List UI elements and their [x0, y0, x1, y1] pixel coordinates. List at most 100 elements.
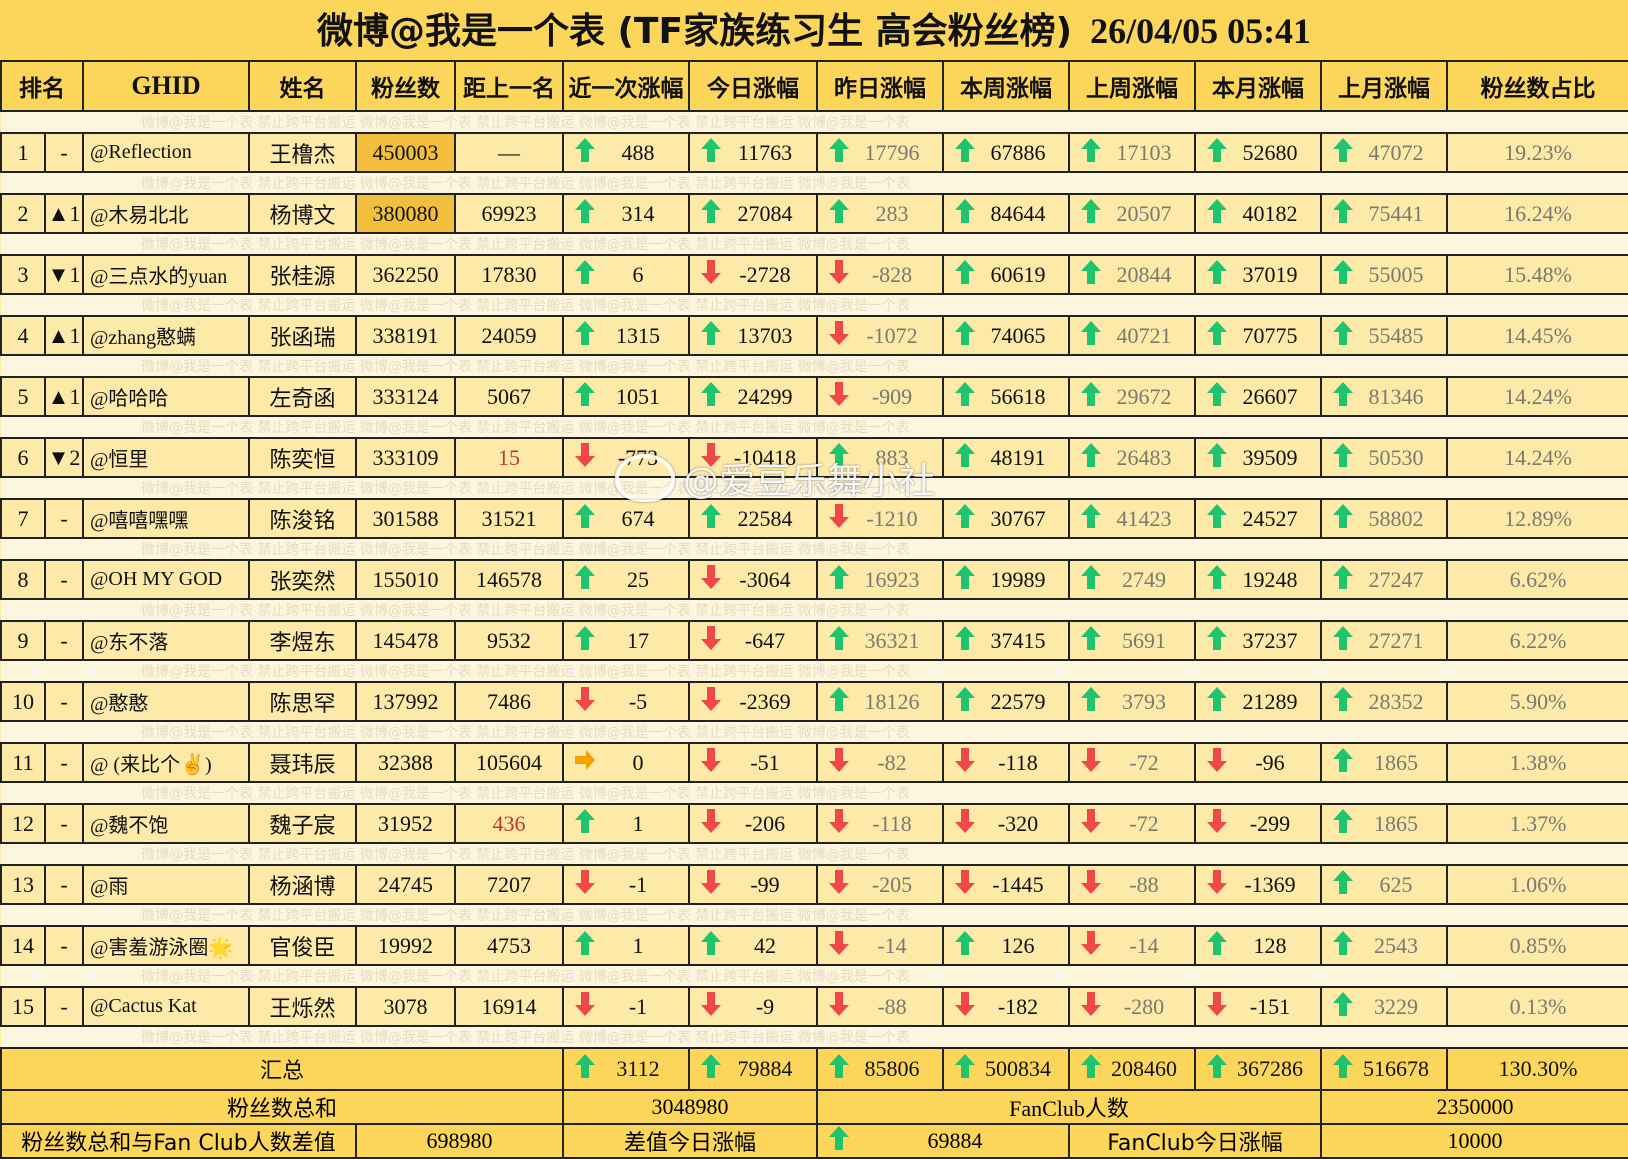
share-cell: 19.23%	[1446, 132, 1628, 173]
last-month-cell: 1865	[1320, 742, 1448, 783]
arrow-down-icon	[1080, 808, 1102, 840]
yesterday-cell: -88	[816, 986, 944, 1027]
arrow-up-icon	[1332, 930, 1354, 962]
table-row: 8 - @OH MY GOD 张奕然 155010 146578 25 -3064 1…	[0, 559, 1628, 600]
arrow-up-icon	[828, 1053, 850, 1085]
today-cell: -2369	[688, 681, 818, 722]
this-week-cell: 84644	[942, 193, 1070, 234]
watermark-strip: 微博@我是一个表 禁止跨平台搬运 微博@我是一个表 禁止跨平台搬运 微博@我是一…	[1, 477, 1628, 499]
rank-cell: 8	[0, 559, 46, 600]
arrow-up-icon	[1332, 259, 1354, 291]
today-cell: -206	[688, 803, 818, 844]
rank-cell: 4	[0, 315, 46, 356]
arrow-down-icon	[828, 991, 850, 1023]
this-month-cell: 40182	[1194, 193, 1322, 234]
arrow-up-icon	[828, 198, 850, 230]
gap-cell: 7486	[454, 681, 564, 722]
this-month-cell: 24527	[1194, 498, 1322, 539]
today-cell: -3064	[688, 559, 818, 600]
arrow-down-icon	[700, 991, 722, 1023]
watermark-text: 微博@我是一个表 禁止跨平台搬运 微博@我是一个表 禁止跨平台搬运 微博@我是一…	[1, 965, 1628, 987]
share-cell: 16.24%	[1446, 193, 1628, 234]
share-cell: 0.85%	[1446, 925, 1628, 966]
name-cell: 陈浚铭	[248, 498, 357, 539]
name-cell: 魏子宸	[248, 803, 357, 844]
header-ghid: GHID	[82, 60, 250, 112]
ghid-cell: @魏不饱	[82, 803, 250, 844]
arrow-down-icon	[954, 869, 976, 901]
today-cell: 42	[688, 925, 818, 966]
recent-cell: 1051	[562, 376, 690, 417]
arrow-up-icon	[1206, 320, 1228, 352]
recent-cell: -1	[562, 864, 690, 905]
yesterday-cell: -118	[816, 803, 944, 844]
arrow-up-icon	[574, 137, 596, 169]
arrow-up-icon	[1332, 198, 1354, 230]
today-cell: -51	[688, 742, 818, 783]
arrow-down-icon	[700, 625, 722, 657]
watermark-text: 微博@我是一个表 禁止跨平台搬运 微博@我是一个表 禁止跨平台搬运 微博@我是一…	[1, 538, 1628, 560]
gap-cell: 15	[454, 437, 564, 478]
this-month-cell: 37237	[1194, 620, 1322, 661]
arrow-up-icon	[700, 930, 722, 962]
name-cell: 王橹杰	[248, 132, 357, 173]
share-cell: 5.90%	[1446, 681, 1628, 722]
arrow-up-icon	[954, 381, 976, 413]
last-month-cell: 2543	[1320, 925, 1448, 966]
table-row: 6 ▼2 @恒里 陈奕恒 333109 15 -773 -10418 883 48191…	[0, 437, 1628, 478]
watermark-text: 微博@我是一个表 禁止跨平台搬运 微博@我是一个表 禁止跨平台搬运 微博@我是一…	[1, 1026, 1628, 1048]
recent-cell: 314	[562, 193, 690, 234]
table-row: 15 - @Cactus Kat 王烁然 3078 16914 -1 -9 -88 -1…	[0, 986, 1628, 1027]
ghid-cell: @OH MY GOD	[82, 559, 250, 600]
arrow-up-icon	[700, 198, 722, 230]
last-month-cell: 1865	[1320, 803, 1448, 844]
gap-cell: —	[454, 132, 564, 173]
arrow-down-icon	[828, 259, 850, 291]
share-cell: 12.89%	[1446, 498, 1628, 539]
arrow-down-icon	[828, 869, 850, 901]
rank-trend-none: -	[44, 864, 84, 905]
watermark-strip: 微博@我是一个表 禁止跨平台搬运 微博@我是一个表 禁止跨平台搬运 微博@我是一…	[1, 355, 1628, 377]
arrow-up-icon	[1332, 564, 1354, 596]
watermark-strip: 微博@我是一个表 禁止跨平台搬运 微博@我是一个表 禁止跨平台搬运 微博@我是一…	[1, 538, 1628, 560]
arrow-down-icon	[1206, 991, 1228, 1023]
arrow-up-icon	[700, 1053, 722, 1085]
table-row: 2 ▲1 @木易北北 杨博文 380080 69923 314 27084 283 84…	[0, 193, 1628, 234]
name-cell: 左奇函	[248, 376, 357, 417]
header-last-month: 上月涨幅	[1320, 60, 1448, 112]
arrow-up-icon	[1080, 564, 1102, 596]
this-month-cell: 19248	[1194, 559, 1322, 600]
arrow-up-icon	[1332, 442, 1354, 474]
arrow-up-icon	[1080, 198, 1102, 230]
rank-cell: 6	[0, 437, 46, 478]
last-week-cell: 2749	[1068, 559, 1196, 600]
this-week-cell: 19989	[942, 559, 1070, 600]
diff-today-value: 69884	[816, 1123, 1070, 1159]
fans-cell: 24745	[355, 864, 456, 905]
fans-cell: 155010	[355, 559, 456, 600]
header-rank: 排名	[0, 60, 84, 112]
last-week-cell: 20507	[1068, 193, 1196, 234]
last-month-cell: 55005	[1320, 254, 1448, 295]
this-week-cell: 56618	[942, 376, 1070, 417]
arrow-up-icon	[1080, 625, 1102, 657]
last-week-cell: -72	[1068, 742, 1196, 783]
table-row: 1 - @Reflection 王橹杰 450003 —488 11763 1779…	[0, 132, 1628, 173]
rank-cell: 1	[0, 132, 46, 173]
rank-trend-none: -	[44, 498, 84, 539]
gap-cell: 69923	[454, 193, 564, 234]
rank-trend-up: ▲1	[44, 376, 84, 417]
today-cell: 27084	[688, 193, 818, 234]
this-month-cell: -1369	[1194, 864, 1322, 905]
yesterday-cell: -82	[816, 742, 944, 783]
last-month-cell: 75441	[1320, 193, 1448, 234]
ghid-cell: @Cactus Kat	[82, 986, 250, 1027]
share-cell: 1.06%	[1446, 864, 1628, 905]
arrow-up-icon	[1206, 198, 1228, 230]
recent-cell: 1	[562, 803, 690, 844]
arrow-up-icon	[954, 564, 976, 596]
arrow-up-icon	[954, 1053, 976, 1085]
arrow-down-icon	[574, 869, 596, 901]
table-row: 9 - @东不落 李煜东 145478 9532 17 -647 36321 37415…	[0, 620, 1628, 661]
arrow-up-icon	[1206, 625, 1228, 657]
